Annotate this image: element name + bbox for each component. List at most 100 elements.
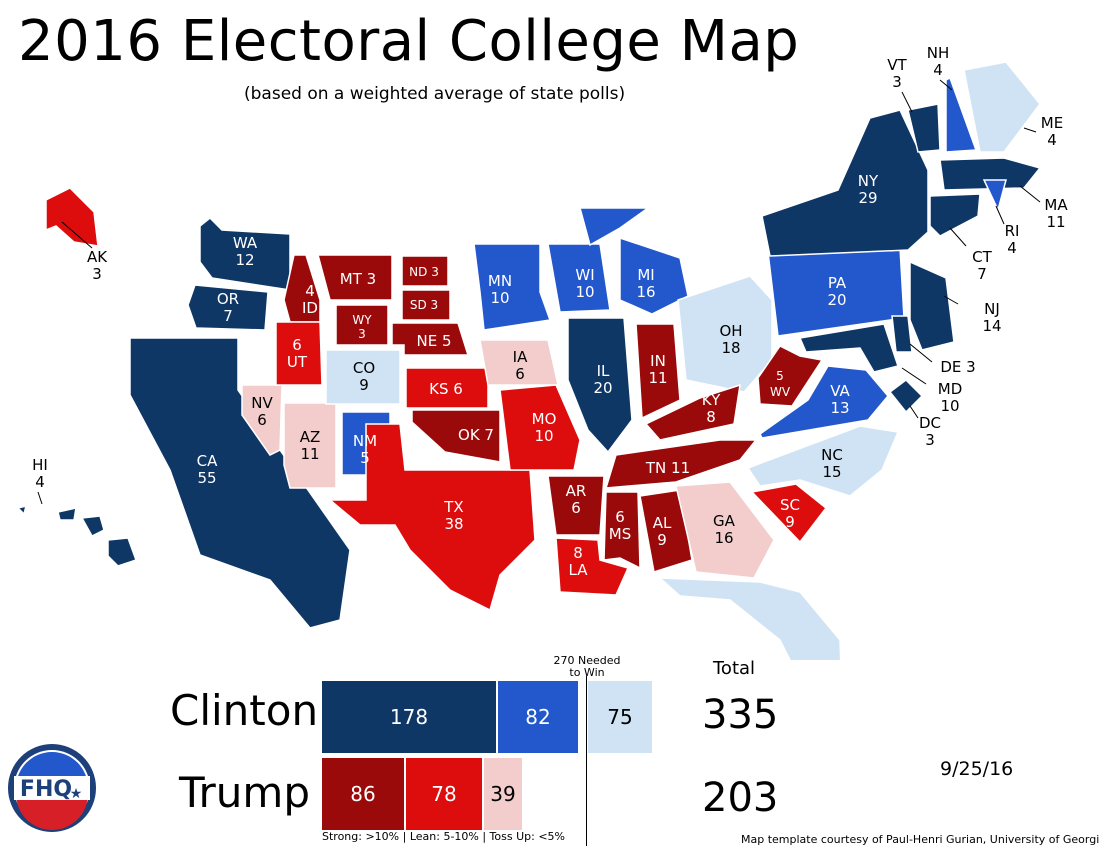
- state-HI: [16, 504, 137, 567]
- win-threshold-line: [586, 676, 587, 846]
- state-GA: [675, 481, 775, 579]
- clinton-tossup-bar: 75: [588, 681, 652, 753]
- state-WY: [335, 304, 389, 346]
- label-MO: MO 10: [532, 410, 557, 445]
- label-DC: DC 3: [919, 414, 941, 449]
- map-credit: Map template courtesy of Paul-Henri Guri…: [741, 833, 1099, 846]
- label-AZ: AZ 11: [300, 428, 321, 463]
- state-MS: [603, 491, 641, 570]
- state-ME: [963, 61, 1041, 153]
- clinton-name: Clinton: [170, 686, 319, 735]
- state-WI: [547, 243, 611, 313]
- state-VA: [759, 365, 889, 439]
- state-SC: [750, 483, 828, 544]
- label-OR: OR 7: [217, 290, 239, 325]
- total-header: Total: [713, 658, 756, 679]
- win-threshold-line2: to Win: [569, 666, 605, 679]
- leader-line-NJ: [943, 295, 959, 305]
- label-AK: AK 3: [87, 248, 108, 283]
- label-NJ: NJ 14: [982, 300, 1001, 335]
- label-MI: MI 16: [636, 266, 655, 301]
- state-RI: [982, 179, 1007, 213]
- label-WV: 5 WV: [770, 369, 791, 399]
- leader-line-AK: [61, 221, 93, 249]
- state-CT: [929, 193, 981, 237]
- label-HI: HI 4: [32, 456, 48, 491]
- us-map: WA 12 OR 7 CA 55 NV 6 4 ID MT 3 WY 3 6 UT AZ 11 …: [16, 44, 1068, 660]
- label-UT: 6 UT: [287, 336, 308, 371]
- state-AR: [547, 475, 605, 536]
- label-IA: IA 6: [513, 348, 528, 383]
- state-VT: [907, 103, 941, 153]
- label-LA: 8 LA: [569, 544, 589, 579]
- state-MN: [473, 243, 552, 331]
- page-title: 2016 Electoral College Map: [18, 9, 800, 74]
- trump-lean-bar: 78: [406, 758, 482, 830]
- state-CO: [325, 349, 401, 405]
- state-NJ: [909, 260, 955, 351]
- label-MA: MA 11: [1044, 196, 1068, 231]
- clinton-lean-bar: 82: [498, 681, 578, 753]
- label-WA: WA 12: [233, 234, 258, 269]
- label-AL: AL 9: [653, 514, 672, 549]
- leader-line-MA: [1019, 185, 1041, 203]
- label-MN: MN 10: [488, 272, 512, 307]
- state-DC: [888, 379, 924, 414]
- state-MD: [798, 323, 899, 373]
- state-MT: [317, 254, 393, 301]
- state-IL: [567, 317, 633, 454]
- label-DE: DE 3: [940, 358, 975, 376]
- label-NV: NV 6: [251, 394, 273, 429]
- category-legend: Strong: >10% | Lean: 5-10% | Toss Up: <5…: [322, 830, 566, 843]
- label-ID: 4 ID: [302, 282, 318, 317]
- state-KS: [405, 367, 489, 409]
- win-threshold-label: 270 Needed to Win: [546, 655, 628, 679]
- leader-line-MD: [901, 367, 927, 385]
- state-DE: [891, 315, 913, 353]
- label-NM: NM 5: [353, 432, 377, 467]
- win-threshold-line1: 270 Needed: [553, 654, 621, 667]
- state-MA: [939, 157, 1042, 191]
- state-WA: [199, 216, 291, 291]
- trump-strong-bar: 86: [322, 758, 404, 830]
- state-NY: [761, 109, 929, 257]
- state-OK: [411, 409, 501, 463]
- label-WI: WI 10: [575, 266, 594, 301]
- label-CA: CA 55: [197, 452, 218, 487]
- label-OK: OK 7: [458, 426, 494, 444]
- leader-line-NH: [939, 79, 953, 91]
- leader-line-DC: [909, 405, 919, 419]
- leader-line-RI: [995, 205, 1005, 225]
- state-AL: [639, 489, 693, 573]
- label-KS: KS 6: [429, 380, 463, 398]
- label-GA: GA 16: [713, 512, 736, 547]
- label-TX: TX 38: [443, 498, 463, 533]
- page-subtitle: (based on a weighted average of state po…: [244, 84, 626, 104]
- label-MS: 6 MS: [609, 508, 631, 543]
- label-CO: CO 9: [353, 359, 375, 394]
- leader-line-DE: [909, 343, 933, 363]
- label-ND: ND 3: [409, 265, 439, 279]
- state-FL: [657, 577, 842, 660]
- state-MI: [579, 207, 689, 315]
- label-ME: ME 4: [1041, 114, 1063, 149]
- state-UT: [275, 321, 323, 386]
- label-IN: IN 11: [648, 352, 667, 387]
- state-SD: [401, 289, 451, 321]
- trump-total: 203: [702, 775, 779, 821]
- trump-tossup-bar: 39: [484, 758, 522, 830]
- label-NE: NE 5: [416, 332, 451, 350]
- label-VT: VT 3: [887, 56, 907, 91]
- state-TX: [327, 423, 536, 612]
- state-AK: [45, 187, 99, 247]
- logo-star-icon: ★: [70, 786, 83, 802]
- state-IN: [635, 323, 681, 420]
- label-IL: IL 20: [593, 362, 612, 397]
- label-MT: MT 3: [340, 270, 376, 288]
- label-OH: OH 18: [719, 322, 742, 357]
- map-date: 9/25/16: [940, 758, 1014, 780]
- state-TN: [604, 439, 758, 489]
- label-KY: KY 8: [702, 391, 721, 426]
- label-NC: NC 15: [821, 446, 843, 481]
- leader-line-HI: [37, 491, 43, 505]
